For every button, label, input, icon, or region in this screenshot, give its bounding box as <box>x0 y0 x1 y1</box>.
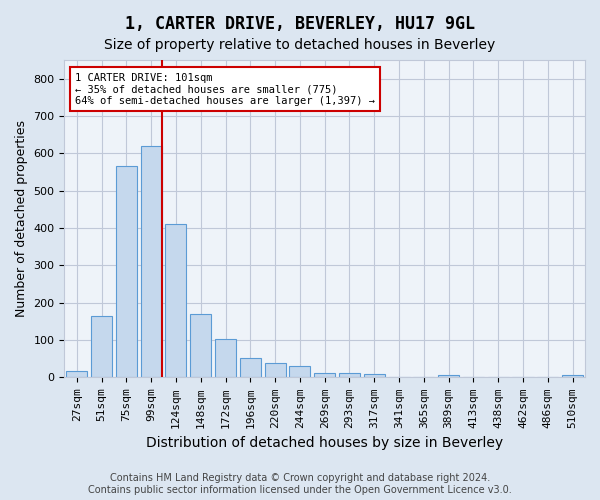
Bar <box>66 371 88 378</box>
Bar <box>215 339 236 378</box>
Bar <box>240 358 261 378</box>
Bar <box>314 372 335 378</box>
Bar <box>190 314 211 378</box>
Bar <box>91 316 112 378</box>
Bar <box>364 374 385 378</box>
Bar <box>289 366 310 378</box>
Y-axis label: Number of detached properties: Number of detached properties <box>15 120 28 317</box>
Bar <box>265 363 286 378</box>
Bar <box>438 375 459 378</box>
X-axis label: Distribution of detached houses by size in Beverley: Distribution of detached houses by size … <box>146 436 503 450</box>
Bar <box>339 373 360 378</box>
Bar <box>140 146 162 378</box>
Text: 1 CARTER DRIVE: 101sqm
← 35% of detached houses are smaller (775)
64% of semi-de: 1 CARTER DRIVE: 101sqm ← 35% of detached… <box>75 72 375 106</box>
Bar <box>166 224 187 378</box>
Text: Size of property relative to detached houses in Beverley: Size of property relative to detached ho… <box>104 38 496 52</box>
Bar <box>116 166 137 378</box>
Bar <box>562 375 583 378</box>
Text: 1, CARTER DRIVE, BEVERLEY, HU17 9GL: 1, CARTER DRIVE, BEVERLEY, HU17 9GL <box>125 15 475 33</box>
Text: Contains HM Land Registry data © Crown copyright and database right 2024.
Contai: Contains HM Land Registry data © Crown c… <box>88 474 512 495</box>
